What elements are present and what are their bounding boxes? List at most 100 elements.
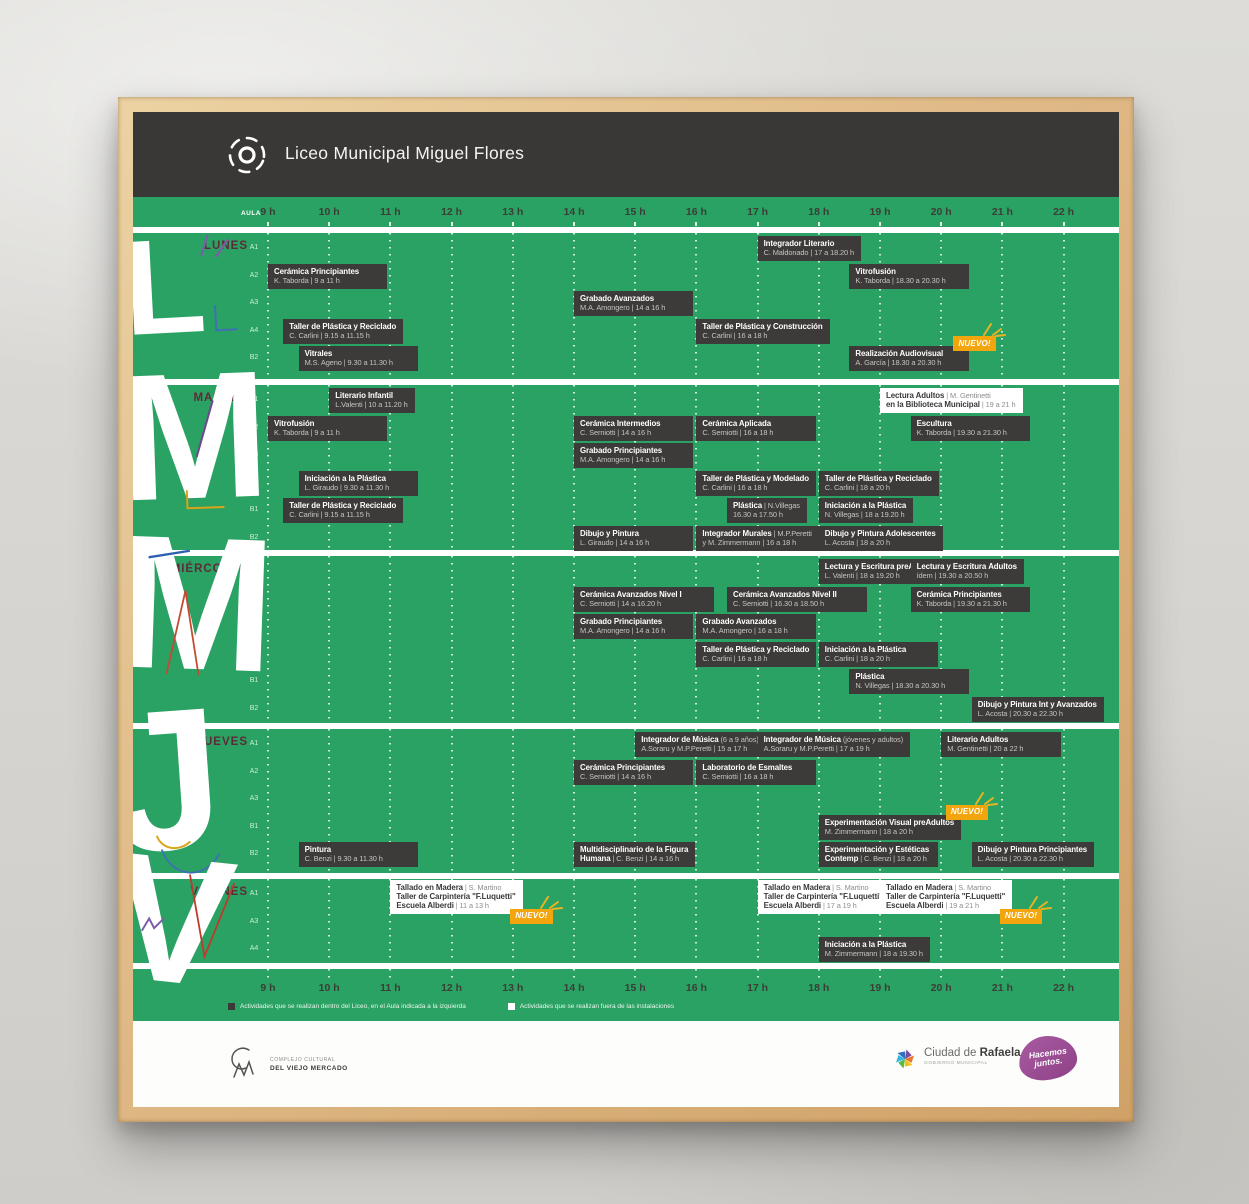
event-box: Literario Adultos M. Gentinetti | 20 a 22… — [941, 732, 1061, 757]
grid-dotted-line — [634, 969, 637, 979]
spark-icon — [1029, 895, 1053, 910]
tick-dot — [756, 222, 759, 226]
hour-label: 11 h — [380, 982, 401, 994]
event-box: Dibujo y Pintura L. Giraudo | 14 a 16 h — [574, 525, 694, 551]
event-box: Tallado en Madera | S. Martino Taller de … — [757, 879, 890, 914]
day-separator — [133, 227, 1119, 233]
event-box: Iniciación a la Plástica M. Zimmermann | … — [818, 937, 930, 962]
cvm-logo-icon — [225, 1044, 261, 1085]
tick-dot — [1062, 222, 1065, 226]
grid-dotted-line — [511, 969, 514, 979]
grid-dotted-line — [450, 729, 453, 873]
hour-label: 13 h — [502, 206, 524, 218]
event-box: Multidisciplinario de la Figura Humana | … — [574, 842, 696, 867]
hour-label: 13 h — [502, 982, 524, 994]
room-label: A1 — [249, 890, 259, 897]
nuevo-badge: NUEVO! — [953, 323, 1006, 351]
grid-dotted-line — [817, 556, 820, 723]
room-label: A4 — [249, 649, 259, 657]
grid-dotted-line — [879, 879, 881, 963]
grid-dotted-line — [756, 969, 759, 979]
rafaela-pinwheel-icon — [893, 1047, 917, 1076]
grid-dotted-line — [267, 233, 269, 379]
grid-dotted-line — [756, 233, 759, 379]
grid-dotted-line — [695, 879, 698, 963]
hour-label: 10 h — [318, 982, 340, 994]
event-box: Plástica | N.Villegas 16.30 a 17.50 h — [727, 498, 807, 523]
grid-dotted-line — [389, 879, 392, 963]
room-label: A2 — [249, 594, 259, 602]
event-box: Cerámica Principiantes K. Taborda | 19.30… — [910, 586, 1030, 612]
schedule-poster: Liceo Municipal Miguel Flores AULA 9 h 10… — [133, 112, 1119, 1107]
grid-dotted-line — [634, 729, 637, 873]
event-box: Integrador de Música (6 a 9 años) A.Sorar… — [635, 732, 766, 757]
day-band-viernes: VIERNES A1 A3 A4 Tallado en Madera | S. Mart… — [133, 879, 1119, 963]
event-box: Cerámica Avanzados Nivel I C. Serniotti |… — [574, 586, 714, 612]
hour-label: 20 h — [930, 982, 952, 994]
grid-dotted-line — [940, 879, 943, 963]
day-separator — [133, 963, 1119, 969]
grid-dotted-line — [695, 969, 698, 979]
grid-dotted-line — [695, 729, 698, 873]
grid-dotted-line — [267, 385, 269, 550]
event-box: Tallado en Madera | S. Martino Taller de … — [390, 879, 563, 924]
event-box: Taller de Plástica y Reciclado C. Carlini… — [283, 498, 404, 523]
grid-dotted-line — [511, 385, 514, 550]
day-label: MIÉRCOLES — [170, 563, 248, 575]
grid-dotted-line — [879, 969, 881, 979]
grid-dotted-line — [511, 556, 514, 723]
grid-dotted-line — [267, 879, 269, 963]
grid-dotted-line — [267, 729, 269, 873]
grid-dotted-line — [940, 969, 943, 979]
event-box: Iniciación a la Plástica N. Villegas | 18… — [818, 498, 914, 523]
event-box: Cerámica Aplicada C. Serniotti | 16 a 18 … — [696, 415, 816, 441]
tick-dot — [940, 222, 943, 226]
grid-dotted-line — [573, 879, 575, 963]
grid-dotted-line — [695, 233, 698, 379]
grid-dotted-line — [450, 969, 453, 979]
grid-dotted-line — [756, 385, 759, 550]
rafaela-logo: Ciudad de Rafaela GOBIERNO MUNICIPAL — [893, 1047, 1021, 1076]
grid-dotted-line — [1062, 556, 1065, 723]
day-letter: M — [133, 495, 279, 713]
grid-dotted-line — [1001, 385, 1004, 550]
legend-item-outside: Actividades que se realizan fuera de las… — [507, 1003, 674, 1010]
letter-accent-icon — [155, 835, 191, 850]
letter-accent-icon — [140, 916, 165, 932]
legend-label-inside: Actividades que se realizan dentro del L… — [240, 1003, 466, 1010]
hour-label: 22 h — [1053, 982, 1075, 994]
room-label: B1 — [249, 822, 259, 830]
day-label: LUNES — [204, 240, 248, 252]
grid-dotted-line — [1062, 233, 1065, 379]
hour-label: 12 h — [441, 206, 463, 218]
spark-icon — [975, 791, 999, 806]
tick-dot — [267, 222, 269, 226]
room-label: B1 — [249, 677, 259, 684]
tick-dot — [511, 222, 514, 226]
day-band-lunes: LUNES A1 A2 A3 A4 B2 Integrador Literario C. Ma… — [133, 233, 1119, 379]
time-axis-top: AULA 9 h 10 h 11 h 12 h 13 h 14 h 15 h 16 h 17 h… — [133, 197, 1119, 227]
room-label: B1 — [249, 506, 259, 513]
hour-label: 15 h — [624, 206, 646, 218]
rafaela-city-line: Ciudad de Rafaela — [924, 1047, 1021, 1059]
day-band-jueves: JUEVES A1 A2 A3 B1 B2 Integrador de Música (6 … — [133, 729, 1119, 873]
grid-dotted-line — [1001, 969, 1004, 979]
day-separator — [133, 379, 1119, 385]
grid-dotted-line — [328, 729, 331, 873]
tick-dot — [1001, 222, 1004, 226]
hour-label: 20 h — [930, 206, 952, 218]
event-box: Laboratorio de Esmaltes C. Serniotti | 16… — [696, 759, 816, 785]
tick-dot — [328, 222, 331, 226]
hour-label: 19 h — [869, 982, 891, 994]
tick-dot — [634, 222, 637, 226]
room-label: A2 — [249, 423, 259, 431]
room-label: A3 — [249, 451, 259, 458]
event-box: Cerámica Intermedios C. Serniotti | 14 a … — [574, 415, 694, 441]
grid-dotted-line — [511, 233, 514, 379]
letter-accent-icon — [185, 490, 225, 510]
room-label: B2 — [249, 533, 259, 541]
grid-dotted-line — [817, 879, 820, 963]
grid-dotted-line — [267, 969, 269, 979]
grid-dotted-line — [634, 879, 637, 963]
grid-dotted-line — [879, 385, 881, 550]
